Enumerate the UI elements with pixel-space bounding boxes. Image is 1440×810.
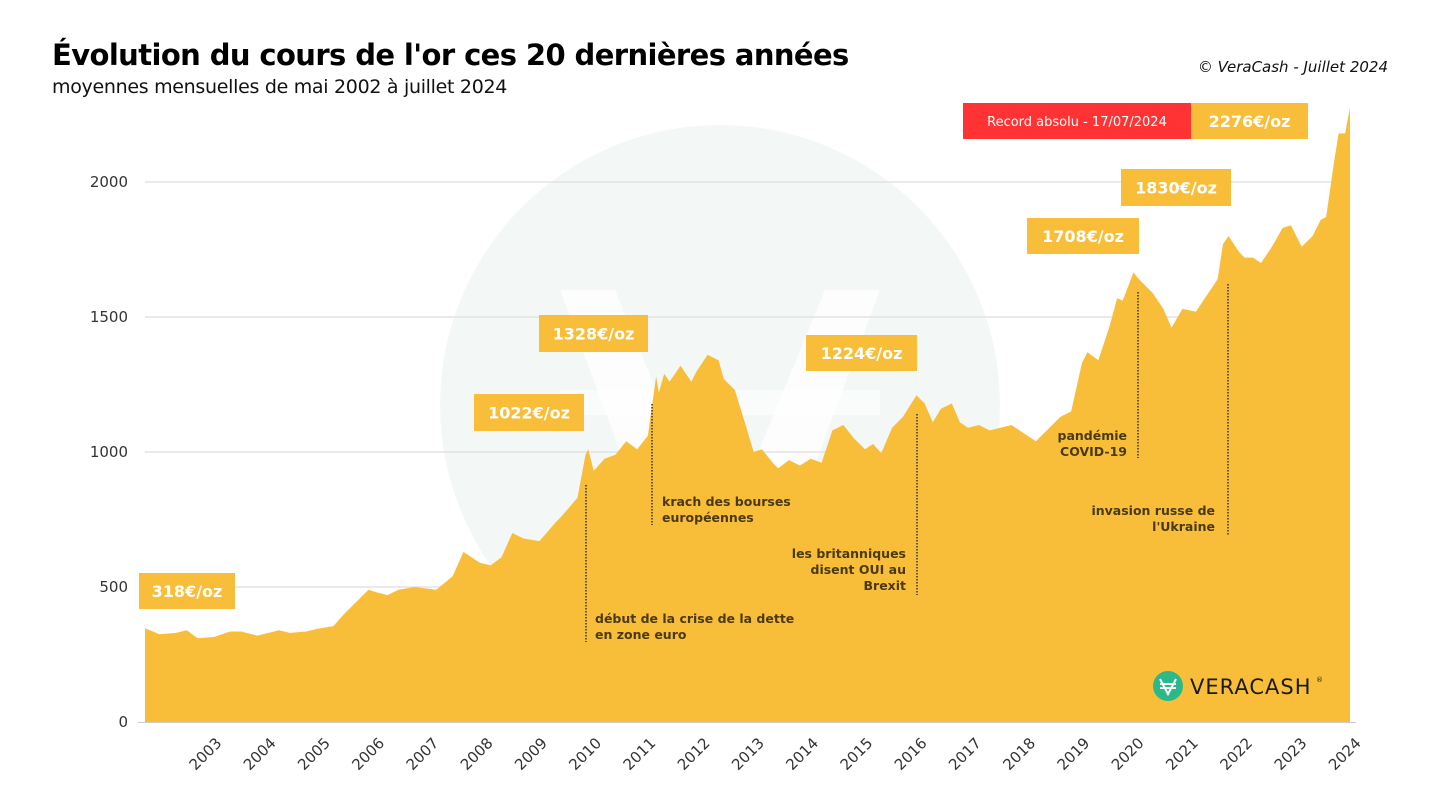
- annotation-text: l'Ukraine: [1152, 519, 1215, 534]
- value-label-box: [539, 315, 648, 352]
- veracash-logo-icon: [1159, 678, 1177, 697]
- veracash-logo: VERACASH ®: [1153, 671, 1323, 701]
- value-label-box: [1191, 103, 1308, 139]
- x-tick-label: 2003: [186, 734, 226, 774]
- x-tick-label: 2020: [1108, 734, 1148, 774]
- x-tick-label: 2021: [1162, 734, 1202, 774]
- x-tick-label: 2006: [348, 734, 388, 774]
- value-label: 1224€/oz: [821, 344, 903, 363]
- x-tick-label: 2022: [1216, 734, 1256, 774]
- record-label: Record absolu - 17/07/2024: [987, 115, 1167, 130]
- annotation-text: européennes: [662, 510, 754, 525]
- credit: © VeraCash - Juillet 2024: [1197, 58, 1388, 76]
- chart-title: Évolution du cours de l'or ces 20 derniè…: [52, 38, 849, 72]
- x-tick-label: 2004: [240, 734, 280, 774]
- x-tick-label: 2013: [728, 734, 768, 774]
- price-area: [145, 107, 1350, 722]
- x-tick-label: 2023: [1271, 734, 1311, 774]
- value-label-box: [139, 573, 235, 609]
- record-badge: Record absolu - 17/07/2024: [963, 103, 1191, 139]
- y-tick-label: 1500: [90, 308, 128, 326]
- x-tick-label: 2008: [457, 734, 497, 774]
- annotation-text: invasion russe de: [1091, 503, 1215, 518]
- annotation-text: en zone euro: [595, 627, 687, 642]
- value-label-box: [1121, 169, 1231, 206]
- logo-text: VERACASH: [1190, 675, 1312, 699]
- annotation-text: pandémie: [1058, 428, 1128, 443]
- x-tick-label: 2019: [1054, 734, 1094, 774]
- value-label: 1830€/oz: [1135, 179, 1217, 198]
- logo-registered: ®: [1316, 676, 1323, 684]
- x-tick-label: 2007: [403, 734, 443, 774]
- x-tick-label: 2010: [565, 734, 605, 774]
- x-tick-label: 2024: [1325, 734, 1365, 774]
- x-tick-label: 2005: [294, 734, 334, 774]
- value-label-box: [1027, 218, 1139, 254]
- y-tick-label: 500: [99, 578, 128, 596]
- annotation-text: début de la crise de la dette: [595, 611, 794, 626]
- annotation-text: disent OUI au: [811, 562, 907, 577]
- x-tick-label: 2018: [999, 734, 1039, 774]
- value-label: 1328€/oz: [553, 325, 635, 344]
- x-tick-label: 2012: [674, 734, 714, 774]
- value-label-box: [474, 394, 584, 431]
- x-axis: 2003 2004 2005 2006 2007 2008 2009 2010 2011 2012…: [186, 734, 1365, 774]
- value-label: 2276€/oz: [1209, 112, 1291, 131]
- value-label-box: [806, 335, 917, 371]
- value-label: 1708€/oz: [1042, 227, 1124, 246]
- x-tick-label: 2014: [782, 734, 822, 774]
- x-tick-label: 2009: [511, 734, 551, 774]
- annotation-text: krach des bourses: [662, 494, 791, 509]
- value-labels: 318€/oz 1022€/oz 1328€/oz 1224€/oz 1708€/oz 1…: [139, 103, 1308, 609]
- value-label: 318€/oz: [152, 582, 223, 601]
- x-tick-label: 2017: [945, 734, 985, 774]
- y-tick-label: 0: [118, 713, 128, 731]
- annotation-text: les britanniques: [792, 546, 906, 561]
- x-tick-label: 2016: [891, 734, 931, 774]
- x-tick-label: 2015: [837, 734, 877, 774]
- annotation-text: Brexit: [864, 578, 907, 593]
- annotation-text: COVID-19: [1060, 444, 1127, 459]
- y-tick-label: 1000: [90, 443, 128, 461]
- y-axis: 0 500 1000 1500 2000: [90, 173, 128, 731]
- x-tick-label: 2011: [620, 734, 660, 774]
- y-tick-label: 2000: [90, 173, 128, 191]
- value-label: 1022€/oz: [488, 404, 570, 423]
- chart-subtitle: moyennes mensuelles de mai 2002 à juille…: [52, 76, 508, 98]
